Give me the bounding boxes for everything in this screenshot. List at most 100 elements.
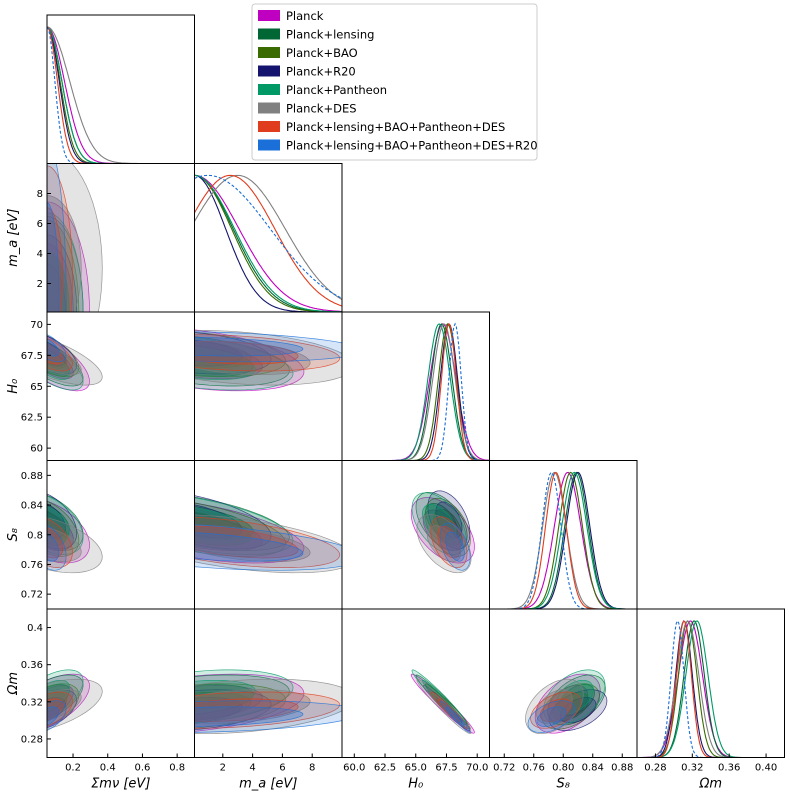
- x-axis-label-ma: m_a [eV]: [239, 777, 297, 792]
- x-tick-label: 0.84: [582, 763, 604, 774]
- x-tick-label: 8: [309, 763, 315, 774]
- panel-mnu-ma: [47, 163, 103, 312]
- y-tick-label: 65: [30, 382, 43, 393]
- contour-68-planck-lensing-bao-pantheon-des: [47, 343, 64, 365]
- contour-68-planck-lensing-bao-pantheon-des: [194, 341, 299, 365]
- legend-swatch: [258, 28, 280, 40]
- y-tick-label: 70: [30, 320, 43, 331]
- pdf-planck-bao: [489, 471, 637, 609]
- x-tick-label: 2: [220, 763, 226, 774]
- pdf-planck-lensing-bao-pantheon-des: [637, 620, 785, 758]
- contour-68-planck-pantheon: [554, 679, 594, 715]
- pdf-planck-lensing-bao-pantheon-des: [194, 174, 342, 307]
- pdf-planck-lensing: [194, 174, 342, 312]
- pdf-planck-lensing-bao-pantheon-des-r20: [194, 174, 342, 299]
- legend-swatch: [258, 47, 280, 58]
- y-tick-label: 0.4: [27, 623, 43, 634]
- contour-68-planck-pantheon: [47, 350, 70, 381]
- contour-68-planck-lensing: [47, 684, 70, 713]
- y-tick-label: 0.28: [21, 734, 43, 745]
- pdf-planck-des: [194, 174, 342, 300]
- legend-item: Planck: [286, 9, 324, 23]
- y-axis-label-S8: S₈: [6, 528, 21, 541]
- contour-95-planck-des: [47, 517, 103, 574]
- contour-95-planck-des: [47, 163, 103, 312]
- pdf-planck-lensing-bao-pantheon-des-r20: [489, 471, 637, 609]
- contour-68-planck-lensing-bao-pantheon-des-r20: [194, 337, 304, 357]
- marginal-Om: [637, 619, 785, 758]
- pdf-planck-pantheon: [637, 620, 785, 758]
- pdf-planck: [637, 620, 785, 758]
- y-tick-label: 0.36: [21, 660, 43, 671]
- pdf-planck-r20: [342, 323, 490, 461]
- pdf-planck-lensing: [637, 620, 785, 758]
- x-axis-label-mnu: Σmν [eV]: [91, 777, 150, 792]
- marginal-ma: [194, 174, 342, 312]
- y-tick-label: 62.5: [21, 413, 43, 424]
- x-tick-label: 67.5: [435, 763, 457, 774]
- y-tick-label: 0.32: [21, 697, 43, 708]
- contour-68-planck-lensing-bao-pantheon-des-r20: [445, 531, 465, 562]
- pdf-planck-pantheon: [194, 174, 342, 312]
- contour-68-planck-r20: [47, 263, 66, 312]
- contour-68-planck-pantheon: [194, 679, 256, 714]
- panel-ma-S8: [194, 495, 342, 574]
- pdf-planck-lensing: [47, 26, 195, 164]
- panel-mnu-H0: [47, 334, 103, 392]
- x-axis-label-S8: S₈: [557, 777, 570, 792]
- y-tick-label: 8: [37, 189, 43, 200]
- legend-item: Planck+lensing: [286, 28, 374, 42]
- pdf-planck-lensing-bao-pantheon-des: [47, 26, 195, 164]
- x-axis-label-Om: Ωm: [698, 777, 722, 792]
- contour-95-planck-lensing: [47, 216, 84, 312]
- panel-S8-Om: [525, 669, 608, 735]
- x-tick-label: 4: [249, 763, 255, 774]
- contour-68-planck-lensing: [194, 505, 254, 540]
- contour-95-planck-lensing-bao-pantheon-des-r20: [47, 700, 67, 731]
- contour-68-planck-lensing-bao-pantheon-des: [47, 698, 64, 721]
- y-tick-label: 0.72: [21, 590, 43, 601]
- y-tick-label: 0.88: [21, 471, 43, 482]
- panel-mnu-Om: [47, 669, 103, 731]
- pdf-planck-des: [342, 323, 490, 461]
- contour-95-planck-pantheon: [543, 669, 606, 725]
- legend-item: Planck+DES: [286, 102, 357, 116]
- legend-item: Planck+lensing+BAO+Pantheon+DES+R20: [286, 139, 538, 153]
- y-tick-label: 4: [37, 249, 43, 260]
- x-tick-label: 70.0: [466, 763, 488, 774]
- contour-68-planck-lensing-bao-pantheon-des-r20: [194, 532, 304, 562]
- contour-95-planck-lensing-bao-pantheon-des-r20: [439, 700, 471, 733]
- contour-95-planck-r20: [427, 490, 471, 550]
- contour-68-planck-pantheon: [47, 679, 70, 712]
- contour-95-planck-pantheon: [411, 492, 467, 555]
- y-tick-label: 0.76: [21, 560, 43, 571]
- marginal-H0: [342, 322, 490, 461]
- legend-swatch: [258, 65, 280, 77]
- contour-68-planck-lensing: [425, 502, 458, 540]
- pdf-planck-pantheon: [47, 26, 195, 164]
- contour-68-planck-r20: [47, 503, 66, 539]
- legend-swatch: [258, 10, 280, 21]
- marginal-S8: [489, 471, 637, 609]
- x-tick-label: 0.6: [134, 763, 150, 774]
- contour-95-planck-lensing-bao-pantheon-des: [194, 516, 341, 568]
- contour-68-planck-des: [426, 525, 462, 563]
- y-tick-label: 6: [37, 219, 43, 230]
- contour-68-planck-lensing-bao-pantheon-des-r20: [47, 706, 60, 726]
- y-tick-label: 67.5: [21, 351, 43, 362]
- contour-68-planck-r20: [194, 697, 243, 723]
- panel-ma-H0: [194, 329, 342, 392]
- x-tick-label: 0.72: [493, 763, 515, 774]
- contour-95-planck-lensing: [194, 496, 290, 551]
- x-tick-label: 0.28: [644, 763, 666, 774]
- contour-95-planck-lensing-bao-pantheon-des-r20: [194, 700, 342, 733]
- contour-68-planck-r20: [194, 339, 243, 367]
- contour-68-planck-lensing-bao-pantheon-des-r20: [536, 706, 567, 727]
- contour-95-planck-lensing-bao-pantheon-des: [47, 337, 73, 372]
- contour-95-planck-lensing: [547, 674, 606, 726]
- legend-swatch: [258, 84, 280, 95]
- pdf-planck-lensing: [489, 471, 637, 609]
- contour-68-planck-des: [426, 689, 462, 724]
- x-tick-label: 62.5: [374, 763, 396, 774]
- contour-95-planck-lensing-bao-pantheon-des-r20: [527, 700, 576, 733]
